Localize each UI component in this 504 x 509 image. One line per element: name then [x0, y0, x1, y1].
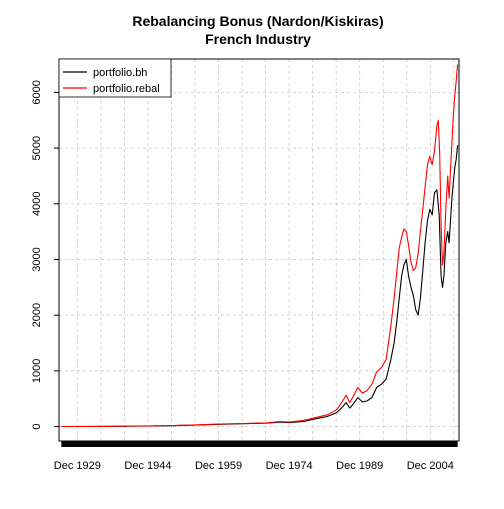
series-line-portfolio-bh	[61, 145, 459, 428]
x-tick-label: Dec 2004	[407, 460, 454, 472]
x-tick-label: Dec 1959	[195, 460, 242, 472]
x-tick-label: Dec 1974	[266, 460, 313, 472]
chart-title: Rebalancing Bonus (Nardon/Kiskiras)	[132, 13, 383, 29]
y-tick-label: 0	[31, 423, 43, 429]
chart-subtitle: French Industry	[205, 31, 311, 47]
y-tick-label: 3000	[31, 247, 43, 271]
series-group	[61, 64, 459, 428]
y-tick-label: 5000	[31, 136, 43, 160]
x-tick-label: Dec 1989	[336, 460, 383, 472]
y-tick-label: 4000	[31, 192, 43, 216]
y-tick-label: 6000	[31, 80, 43, 104]
legend-box	[58, 58, 172, 98]
legend-label-bh: portfolio.bh	[93, 67, 147, 79]
axes: 0 1000 2000 3000 4000 5000 6000 Dec 1929 Dec 194…	[31, 58, 460, 472]
legend-label-rebal: portfolio.rebal	[93, 83, 160, 95]
y-tick-label: 1000	[31, 359, 43, 383]
x-tick-band	[61, 441, 458, 447]
legend: portfolio.bh portfolio.rebal	[58, 58, 172, 98]
series-line-portfolio-rebal	[61, 64, 459, 428]
x-tick-label: Dec 1929	[54, 460, 101, 472]
x-tick-label: Dec 1944	[124, 460, 171, 472]
y-tick-label: 2000	[31, 303, 43, 327]
